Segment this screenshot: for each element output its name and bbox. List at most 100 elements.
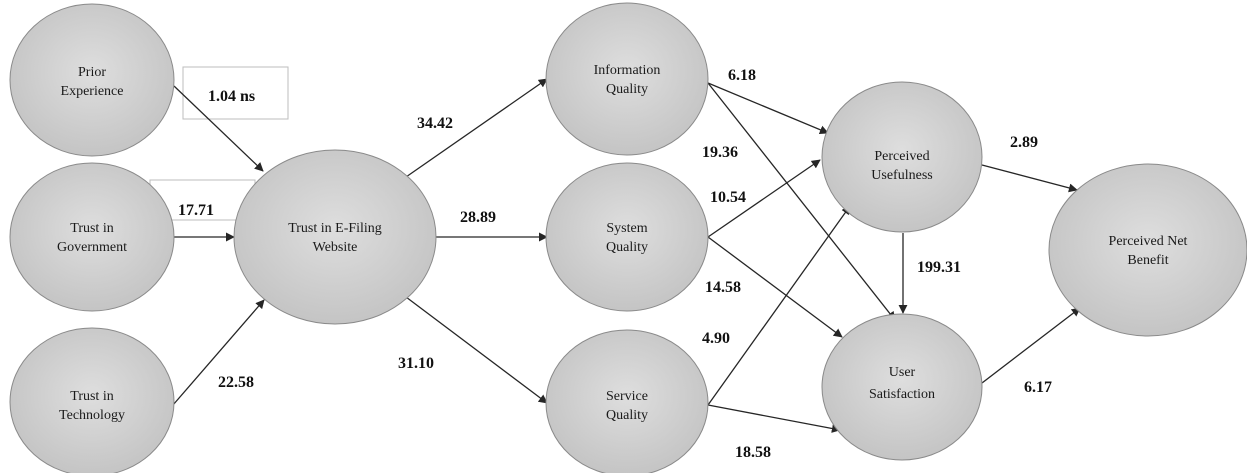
node-service-quality-line-2: Quality	[606, 408, 648, 423]
edge-user-satisfaction-to-perceived-net-benefit	[981, 307, 1081, 384]
edge-trust-efiling-to-information-quality	[405, 78, 548, 178]
node-perceived-net-benefit-shape	[1048, 163, 1247, 337]
edge-label-sq-to-pu: 10.54	[710, 189, 746, 206]
edge-prior-experience-to-trust-efiling	[173, 85, 264, 172]
edge-information-quality-to-perceived-usefulness	[707, 82, 829, 135]
node-service-quality-shape	[545, 329, 709, 473]
node-perceived-usefulness-shape	[821, 81, 983, 233]
svg-text:22.58: 22.58	[218, 374, 254, 391]
svg-text:Perceived: Perceived	[874, 149, 929, 164]
edge-label-service-quality: 31.10	[398, 355, 434, 372]
node-perceived-usefulness-line-1: Perceived	[874, 149, 929, 164]
edge-label-trust-technology: 22.58	[218, 374, 254, 391]
edge-label-information-quality: 34.42	[417, 115, 453, 132]
node-information-quality-shape	[545, 2, 709, 156]
svg-text:Service: Service	[606, 389, 648, 404]
node-trust-efiling-line-1: Trust in E-Filing	[288, 221, 382, 236]
edge-trust-technology-to-trust-efiling	[172, 299, 265, 406]
node-system-quality-shape	[545, 162, 709, 312]
svg-text:4.90: 4.90	[702, 330, 730, 347]
svg-text:6.18: 6.18	[728, 67, 756, 84]
edge-label-iq-to-us: 19.36	[702, 144, 738, 161]
svg-text:Satisfaction: Satisfaction	[869, 387, 935, 402]
svg-text:Information: Information	[594, 63, 661, 78]
svg-text:2.89: 2.89	[1010, 134, 1038, 151]
node-perceived-usefulness: Perceived Usefulness	[821, 81, 983, 233]
node-service-quality-line-1: Service	[606, 389, 648, 404]
node-information-quality-line-2: Quality	[606, 82, 648, 97]
node-prior-experience-shape	[9, 3, 175, 157]
svg-text:6.17: 6.17	[1024, 379, 1052, 396]
node-system-quality-line-2: Quality	[606, 240, 648, 255]
svg-text:31.10: 31.10	[398, 355, 434, 372]
svg-text:System: System	[606, 221, 647, 236]
edge-information-quality-to-user-satisfaction	[707, 82, 896, 321]
svg-text:User: User	[889, 365, 916, 380]
edge-label-svq-to-pu: 4.90	[702, 330, 730, 347]
svg-text:Quality: Quality	[606, 240, 648, 255]
node-trust-government-line-1: Trust in	[70, 221, 113, 236]
node-trust-government-line-2: Government	[57, 240, 127, 255]
node-service-quality: Service Quality	[545, 329, 709, 473]
node-user-satisfaction: User Satisfaction	[821, 313, 983, 461]
node-trust-technology-line-1: Trust in	[70, 389, 113, 404]
node-trust-government: Trust in Government	[9, 162, 175, 312]
edge-label-sq-to-us: 14.58	[705, 279, 741, 296]
edge-label-prior-experience: 1.04 ns	[208, 88, 255, 105]
svg-text:Technology: Technology	[59, 408, 125, 423]
svg-text:Experience: Experience	[61, 84, 124, 99]
svg-text:Prior: Prior	[78, 65, 106, 80]
svg-text:1.04 ns: 1.04 ns	[208, 88, 255, 105]
label-box-prior-experience	[182, 66, 289, 120]
node-trust-efiling-shape	[233, 149, 437, 325]
svg-text:14.58: 14.58	[705, 279, 741, 296]
node-perceived-net-benefit-line-2: Benefit	[1127, 253, 1168, 268]
svg-text:Perceived Net: Perceived Net	[1109, 234, 1188, 249]
edge-label-trust-government: 17.71	[178, 202, 214, 219]
svg-text:Website: Website	[313, 240, 358, 255]
node-trust-technology-line-2: Technology	[59, 408, 125, 423]
nodes: Prior Experience Trust in Government Tru…	[9, 2, 1247, 473]
node-perceived-net-benefit-line-1: Perceived Net	[1109, 234, 1188, 249]
svg-text:Quality: Quality	[606, 408, 648, 423]
edge-labels: 1.04 ns 17.71 22.58 34.42 28.89 31.10 6.…	[178, 67, 1052, 461]
node-system-quality-line-1: System	[606, 221, 647, 236]
svg-text:Usefulness: Usefulness	[871, 168, 932, 183]
edge-trust-efiling-to-service-quality	[405, 296, 548, 404]
edge-perceived-usefulness-to-perceived-net-benefit	[981, 164, 1078, 193]
edge-service-quality-to-perceived-usefulness	[707, 205, 851, 406]
edge-system-quality-to-perceived-usefulness	[707, 159, 821, 238]
edge-label-system-quality: 28.89	[460, 209, 496, 226]
node-information-quality-line-1: Information	[594, 63, 661, 78]
svg-text:199.31: 199.31	[917, 259, 961, 276]
svg-text:Quality: Quality	[606, 82, 648, 97]
svg-text:Trust in: Trust in	[70, 389, 113, 404]
svg-text:Trust in: Trust in	[70, 221, 113, 236]
node-system-quality: System Quality	[545, 162, 709, 312]
node-trust-technology-shape	[9, 327, 175, 473]
edge-label-pu-to-pnb: 2.89	[1010, 134, 1038, 151]
svg-text:Government: Government	[57, 240, 127, 255]
edge-label-svq-to-us: 18.58	[735, 444, 771, 461]
node-trust-government-shape	[9, 162, 175, 312]
node-prior-experience: Prior Experience	[9, 3, 175, 157]
node-trust-efiling: Trust in E-Filing Website	[233, 149, 437, 325]
node-trust-technology: Trust in Technology	[9, 327, 175, 473]
svg-text:34.42: 34.42	[417, 115, 453, 132]
svg-text:19.36: 19.36	[702, 144, 738, 161]
svg-text:Benefit: Benefit	[1127, 253, 1168, 268]
node-perceived-net-benefit: Perceived Net Benefit	[1048, 163, 1247, 337]
node-user-satisfaction-line-1: User	[889, 365, 916, 380]
node-prior-experience-line-2: Experience	[61, 84, 124, 99]
node-prior-experience-line-1: Prior	[78, 65, 106, 80]
edges	[172, 78, 1081, 433]
svg-text:Trust in E-Filing: Trust in E-Filing	[288, 221, 382, 236]
svg-text:10.54: 10.54	[710, 189, 746, 206]
node-user-satisfaction-shape	[821, 313, 983, 461]
edge-label-pu-to-us: 199.31	[917, 259, 961, 276]
edge-service-quality-to-user-satisfaction	[707, 404, 841, 433]
node-perceived-usefulness-line-2: Usefulness	[871, 168, 932, 183]
edge-label-iq-to-pu: 6.18	[728, 67, 756, 84]
edge-system-quality-to-user-satisfaction	[707, 236, 843, 338]
